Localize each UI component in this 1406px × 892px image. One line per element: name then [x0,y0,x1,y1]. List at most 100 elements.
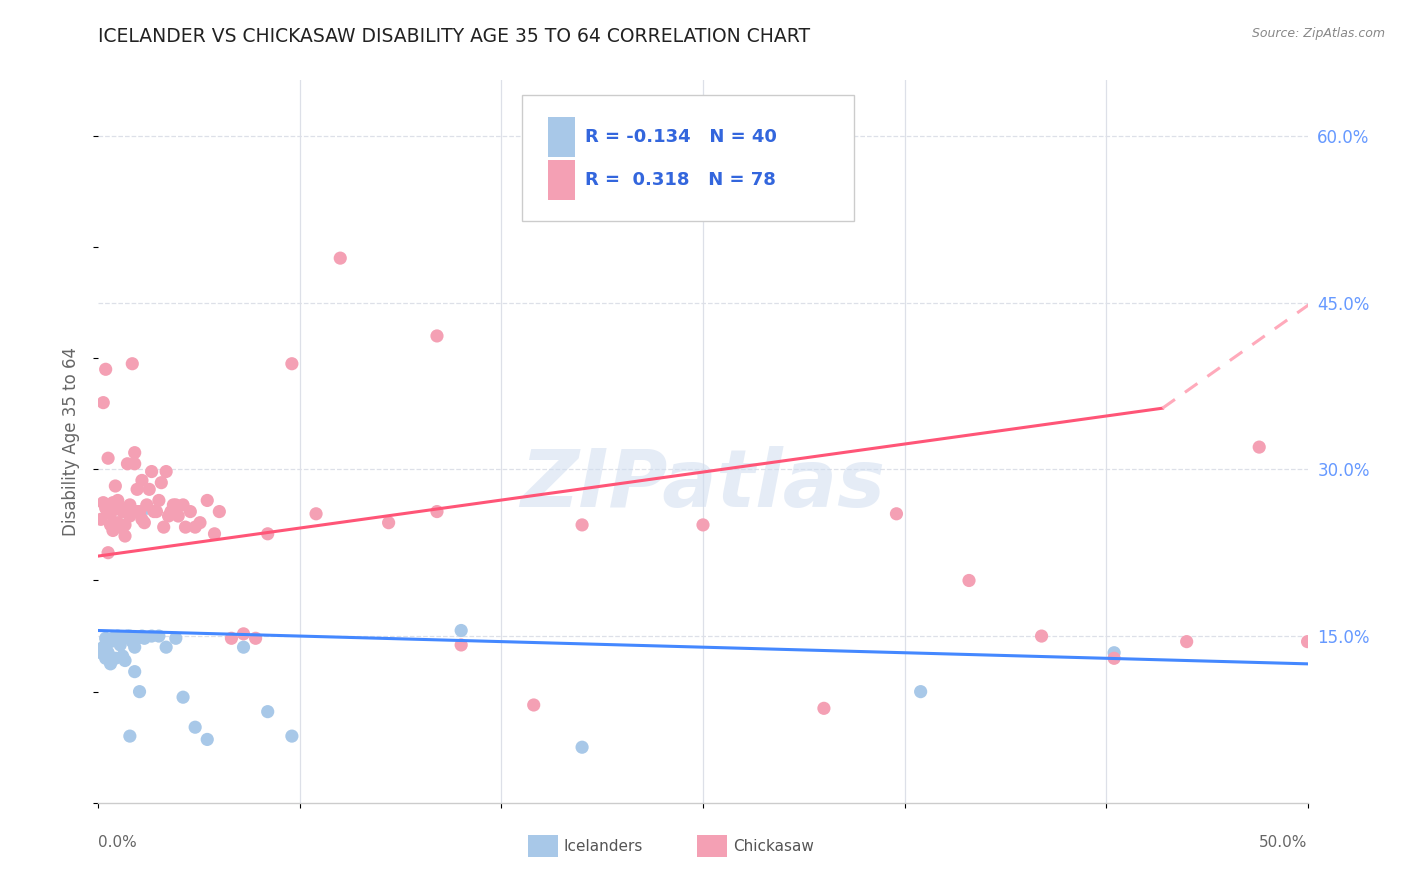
Point [426,505,449,519]
Point [134,632,156,646]
Point [1102,651,1125,665]
Point [813,701,835,715]
Point [118,498,141,512]
Text: 0.0%: 0.0% [98,835,138,850]
Point [184,720,207,734]
Point [124,445,146,459]
Point [124,457,146,471]
Point [107,516,129,530]
Point [886,507,908,521]
Point [107,629,129,643]
Point [108,501,131,516]
Point [692,517,714,532]
Text: R =  0.318   N = 78: R = 0.318 N = 78 [585,171,775,189]
Point [152,520,174,534]
Point [94,362,117,376]
Point [141,465,163,479]
Point [135,498,157,512]
Point [134,516,156,530]
Point [957,574,980,588]
Point [100,517,122,532]
Point [167,508,190,523]
Point [232,627,254,641]
Point [100,634,122,648]
Point [165,498,187,512]
Point [145,505,167,519]
Point [195,732,218,747]
Point [111,505,134,519]
Point [571,517,593,532]
Point [571,740,593,755]
Point [1175,634,1198,648]
Text: Source: ZipAtlas.com: Source: ZipAtlas.com [1251,27,1385,40]
Point [910,684,932,698]
Point [179,505,201,519]
Bar [697,835,727,857]
Point [1296,634,1319,648]
Point [150,475,173,490]
Point [221,632,243,646]
Point [100,657,122,671]
Point [90,512,112,526]
Point [100,507,122,521]
Text: R = -0.134   N = 40: R = -0.134 N = 40 [585,128,776,145]
Point [94,501,117,516]
Point [114,517,136,532]
Point [111,632,134,646]
Point [188,516,211,530]
Point [131,512,153,526]
Point [450,624,472,638]
Point [523,698,546,712]
Point [121,357,143,371]
Point [204,526,226,541]
Point [172,498,194,512]
Point [1249,440,1271,454]
Point [138,483,160,497]
Point [97,646,120,660]
Point [208,505,231,519]
Point [101,496,124,510]
Point [131,474,153,488]
Point [111,520,134,534]
Point [117,457,139,471]
Point [174,520,197,534]
Point [118,629,141,643]
Text: Icelanders: Icelanders [564,838,644,854]
Point [1031,629,1053,643]
Point [104,651,127,665]
Point [143,505,166,519]
Point [91,640,114,655]
Point [101,632,124,646]
Point [94,651,117,665]
Point [128,684,150,698]
Point [256,705,278,719]
Point [232,640,254,655]
Point [107,493,129,508]
Point [104,479,127,493]
Point [97,451,120,466]
Point [165,632,187,646]
Y-axis label: Disability Age 35 to 64: Disability Age 35 to 64 [62,347,80,536]
Point [124,640,146,655]
FancyBboxPatch shape [522,95,855,221]
Point [141,629,163,643]
Point [121,634,143,648]
Point [117,629,139,643]
Point [97,546,120,560]
Point [245,632,267,646]
Point [117,505,139,519]
Point [377,516,399,530]
Point [195,493,218,508]
Point [91,496,114,510]
Point [104,632,127,646]
Point [101,524,124,538]
Text: 50.0%: 50.0% [1260,835,1308,850]
Point [1102,646,1125,660]
Point [114,529,136,543]
Point [108,520,131,534]
Bar [548,161,575,200]
Point [127,632,149,646]
Point [108,638,131,652]
Point [111,649,134,664]
Point [90,646,112,660]
